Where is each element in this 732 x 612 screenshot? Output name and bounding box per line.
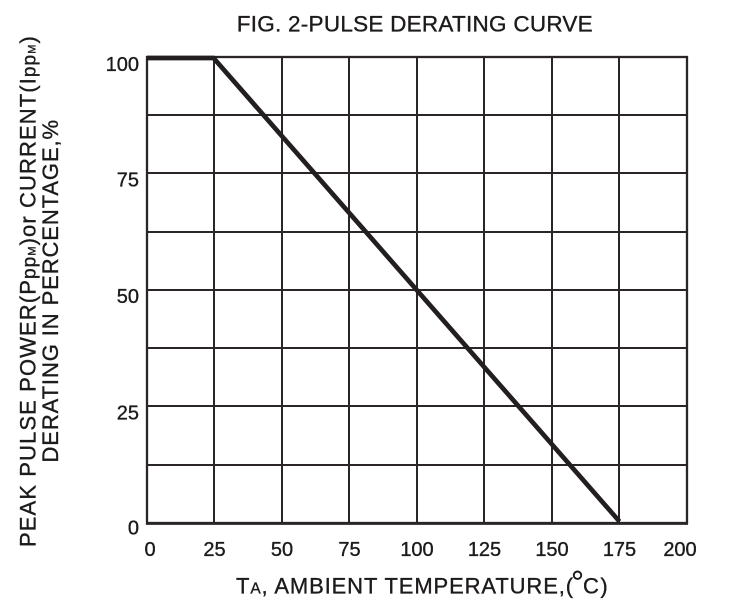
svg-text:100: 100 [106, 54, 139, 76]
svg-text:C): C) [583, 574, 609, 599]
svg-text:150: 150 [535, 539, 568, 561]
svg-text:200: 200 [663, 539, 696, 561]
svg-text:125: 125 [468, 539, 501, 561]
svg-text:FIG. 2-PULSE DERATING CURVE: FIG. 2-PULSE DERATING CURVE [237, 12, 593, 37]
svg-text:DERATING IN PERCENTAGE,%: DERATING IN PERCENTAGE,% [38, 119, 63, 463]
svg-text:50: 50 [271, 539, 293, 561]
svg-text:50: 50 [117, 286, 139, 308]
svg-text:100: 100 [400, 539, 433, 561]
svg-text:25: 25 [117, 402, 139, 424]
svg-text:TA, AMBIENT TEMPERATURE,(: TA, AMBIENT TEMPERATURE,( [236, 574, 574, 599]
svg-text:175: 175 [603, 539, 636, 561]
svg-text:25: 25 [203, 539, 225, 561]
svg-text:75: 75 [117, 169, 139, 191]
svg-text:0: 0 [144, 539, 155, 561]
svg-text:0: 0 [128, 518, 139, 540]
svg-text:75: 75 [338, 539, 360, 561]
svg-text:PEAK PULSE POWER(PppM)or CURRE: PEAK PULSE POWER(PppM)or CURRENT(IppM) [16, 35, 41, 547]
